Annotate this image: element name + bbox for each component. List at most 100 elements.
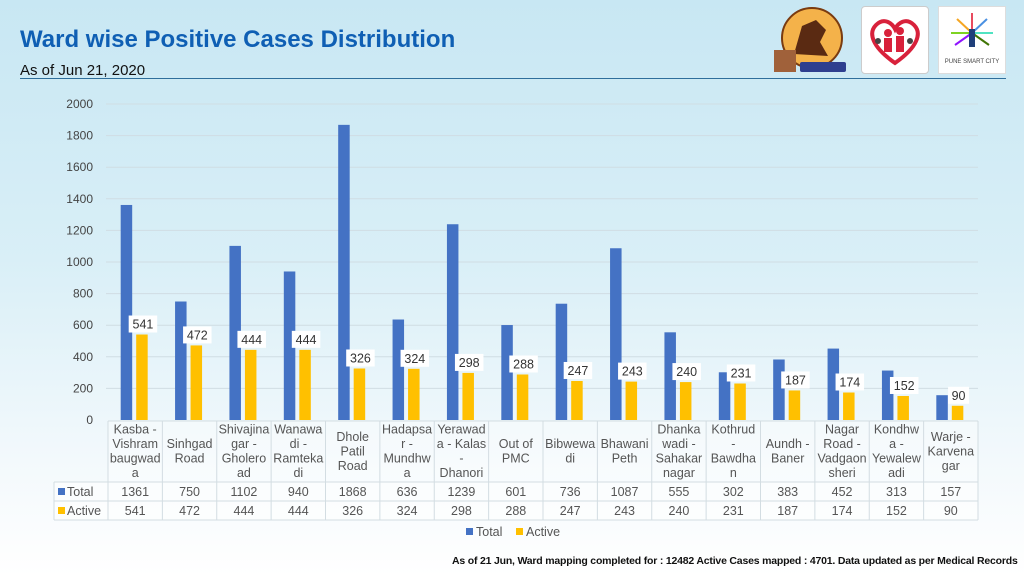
category-label: Yerawad a - Kalas -Dhanori (437, 423, 486, 481)
table-cell: 157 (940, 485, 961, 499)
data-label-box (618, 362, 647, 380)
as-of-date: As of Jun 21, 2020 (20, 62, 146, 79)
bar-active (951, 405, 964, 420)
row-header: Total (67, 485, 93, 499)
data-label: 90 (952, 389, 966, 403)
data-labels: 541 472 444 444 326 324 298 288 247 243 240 231 187 1… (128, 315, 970, 404)
pune-municipal-corporation-logo (772, 6, 852, 74)
category-label: Warje -Karvena gar (928, 430, 975, 473)
category-label: Bhawani Peth (601, 437, 649, 466)
data-label-box (835, 373, 865, 391)
table-cell: 940 (288, 485, 309, 499)
y-axis-ticks: 0 200 400 600 800 1000 1200 1400 1600 1800 2000 (66, 97, 93, 427)
table-cell: 90 (944, 504, 958, 518)
data-label: 326 (350, 351, 371, 365)
category-label: Hadapsa r -Mundhw a (382, 423, 432, 481)
table-cell: 187 (777, 504, 798, 518)
bar-total (881, 370, 894, 420)
bar-active (408, 368, 420, 420)
data-label-box (672, 363, 701, 381)
category-label: Kondhw a -Yewalew adi (872, 423, 922, 481)
table-cell: 152 (886, 504, 907, 518)
category-label: Bibwewa di (545, 437, 595, 466)
bar-total (555, 303, 568, 420)
table-cell: 298 (451, 504, 472, 518)
table-cell: 324 (397, 504, 418, 518)
bar-total (773, 359, 785, 420)
bar-active (571, 380, 583, 420)
data-label: 444 (296, 333, 317, 347)
page-title: Ward wise Positive Cases Distribution (20, 26, 456, 53)
data-label: 247 (568, 364, 589, 378)
y-tick-label: 200 (73, 381, 93, 395)
legend-total: Total (476, 525, 502, 539)
table-cell: 383 (777, 485, 798, 499)
bar-active (788, 390, 801, 420)
category-label: Dhole Patil Road (336, 430, 369, 473)
category-label: Kothrud -Bawdha n (711, 423, 756, 481)
y-tick-label: 1200 (66, 223, 93, 237)
table-cell: 736 (560, 485, 581, 499)
bar-active (897, 395, 909, 420)
bar-active (244, 349, 257, 420)
table-cell: 452 (832, 485, 853, 499)
table-cell: 243 (614, 504, 635, 518)
svg-text:PUNE SMART CITY: PUNE SMART CITY (945, 59, 999, 65)
data-label: 152 (894, 379, 915, 393)
data-label-box (400, 349, 430, 367)
y-tick-label: 600 (73, 318, 93, 332)
pune-smart-city-logo: PUNE SMART CITY (938, 6, 1006, 74)
table-cell: 1087 (611, 485, 639, 499)
table-cell: 1361 (121, 485, 149, 499)
table-cell: 1868 (339, 485, 367, 499)
bar-total (283, 271, 296, 420)
row-header: Active (67, 504, 101, 518)
data-label: 444 (241, 333, 262, 347)
bar-active (353, 368, 366, 420)
category-label: Sinhgad Road (167, 437, 213, 466)
table-cell: 174 (832, 504, 853, 518)
data-label: 472 (187, 328, 208, 342)
data-label-box (291, 330, 321, 348)
bar-total (827, 348, 840, 420)
data-label: 231 (731, 367, 752, 381)
table-cell: 555 (669, 485, 690, 499)
legend: Total Active (466, 525, 560, 539)
table-cell: 472 (179, 504, 200, 518)
data-label: 240 (676, 365, 697, 379)
bar-active (516, 374, 529, 420)
bar-active (299, 349, 311, 420)
bar-active (843, 392, 855, 420)
bar-total (392, 319, 405, 420)
bar-active (190, 345, 203, 420)
bar-total (936, 395, 948, 420)
y-tick-label: 1000 (66, 255, 93, 269)
data-label: 288 (513, 357, 534, 371)
bar-total (175, 301, 187, 420)
y-tick-label: 0 (86, 413, 93, 427)
bar-active (625, 381, 638, 420)
table-cell: 313 (886, 485, 907, 499)
bar-active (734, 383, 746, 420)
bar-total (718, 372, 731, 420)
data-label-box (781, 371, 810, 389)
bar-total (446, 224, 459, 420)
category-label: Nagar Road -Vadgaon sheri (818, 423, 867, 481)
table-cell: 601 (505, 485, 526, 499)
legend-active: Active (526, 525, 560, 539)
health-department-logo (861, 6, 929, 74)
bar-total (501, 325, 513, 420)
data-label-box (346, 349, 375, 367)
category-label: Dhanka wadi -Sahakar nagar (656, 423, 703, 481)
category-label: Kasba -Vishram baugwad a (110, 423, 161, 481)
table-cell: 247 (560, 504, 581, 518)
data-label-box (948, 386, 970, 404)
legend-total-icon (466, 528, 473, 535)
table-cell: 1239 (448, 485, 476, 499)
table-cell: 302 (723, 485, 744, 499)
y-tick-label: 1800 (66, 129, 93, 143)
data-label-box (509, 355, 538, 373)
y-tick-label: 800 (73, 287, 93, 301)
